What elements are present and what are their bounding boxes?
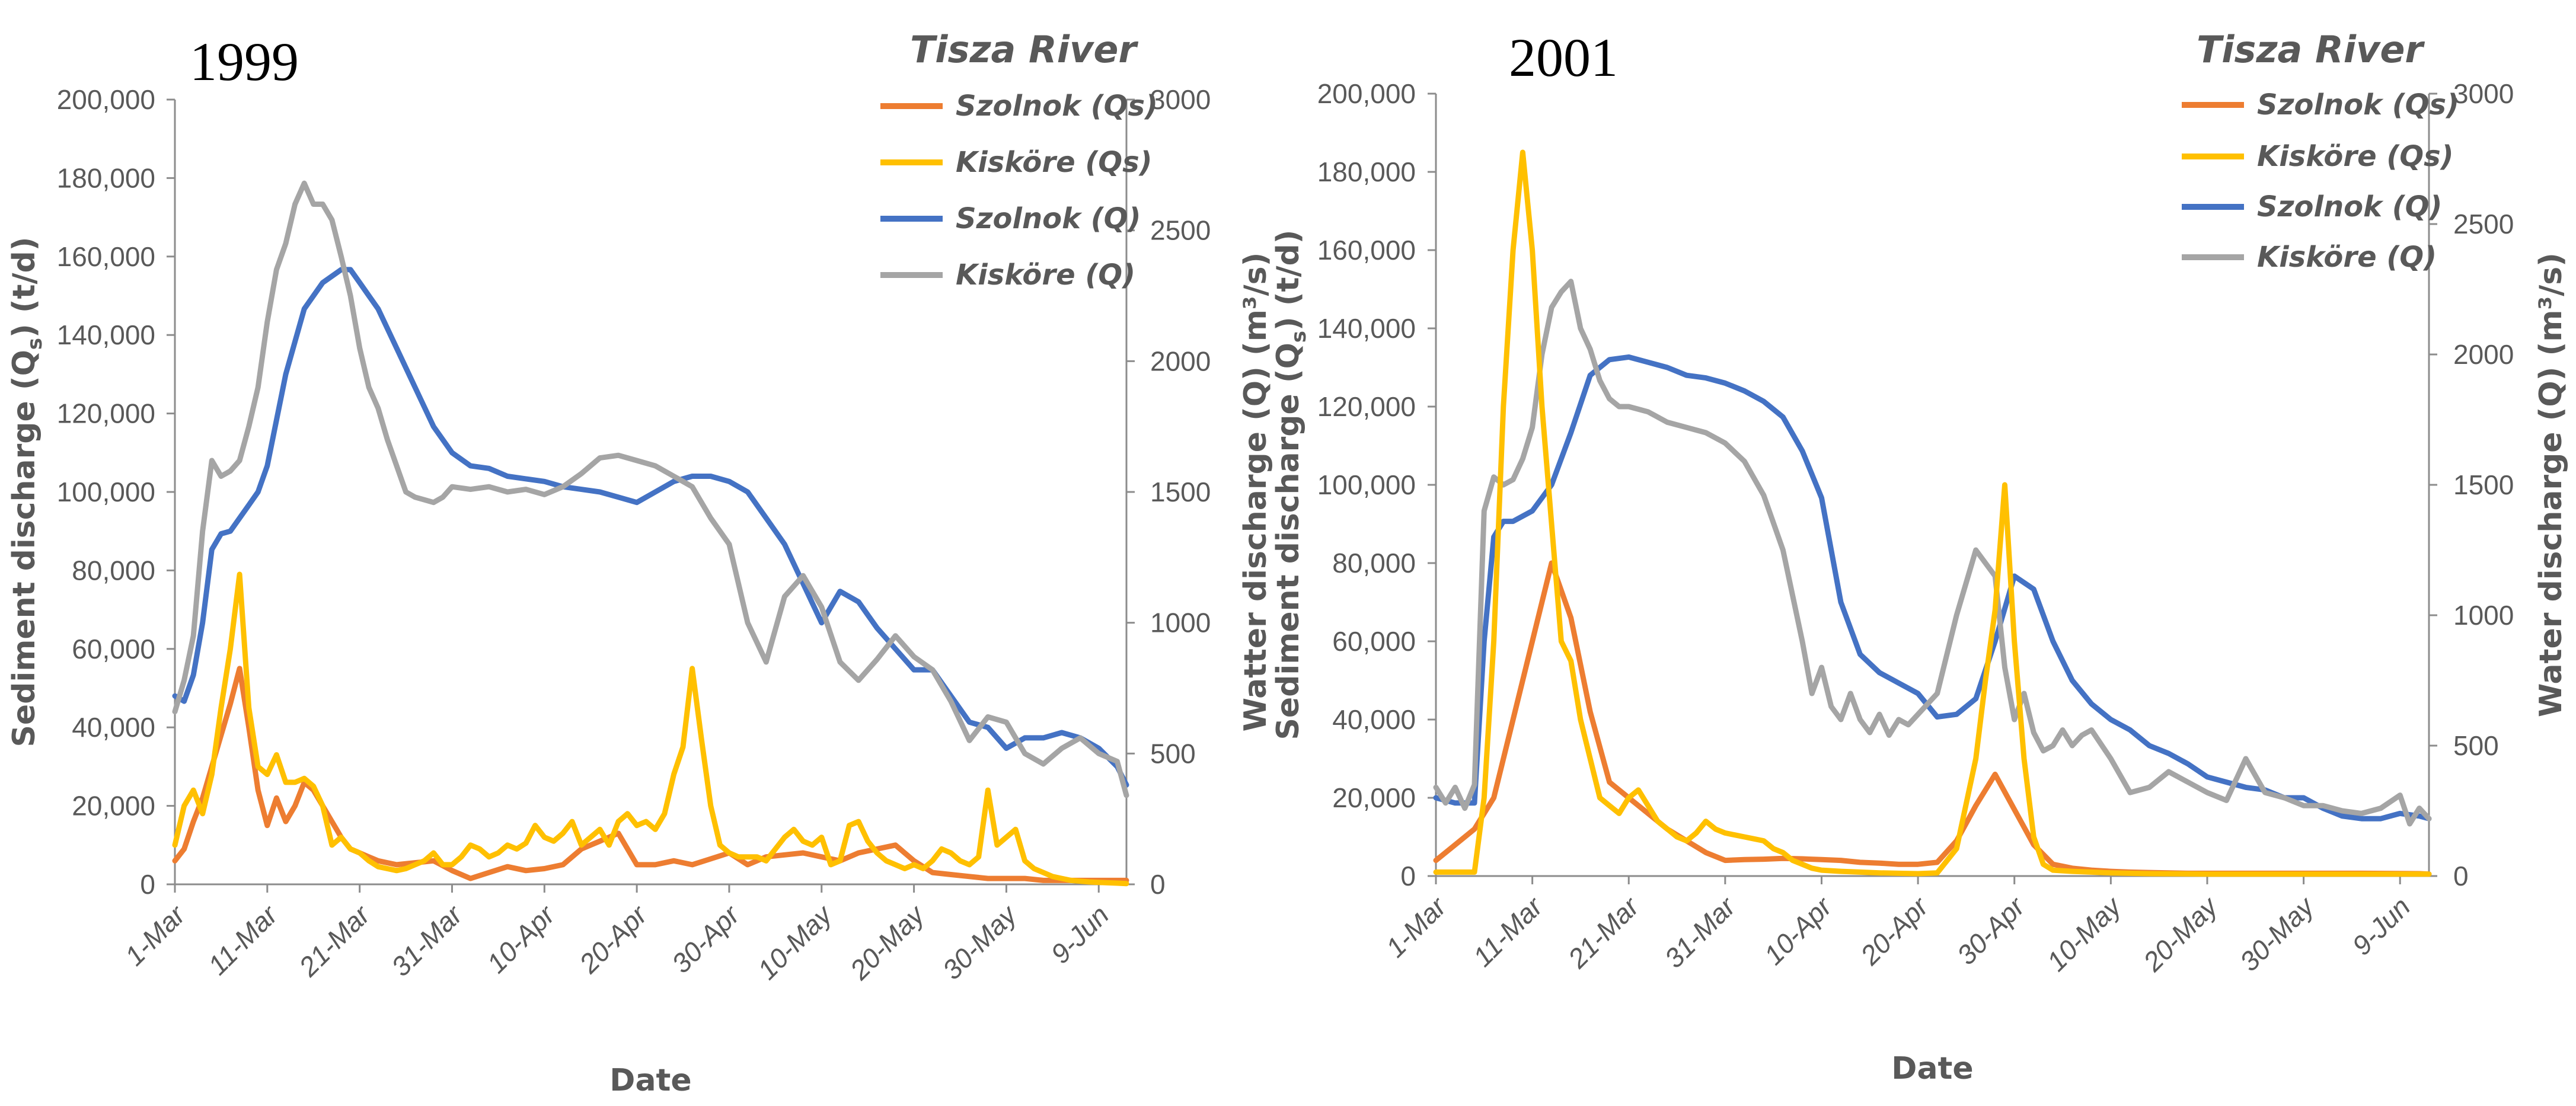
left-tick-label: 80,000 (1332, 548, 1416, 578)
river-label: Tisza River (2197, 28, 2425, 71)
right-tick-label: 2000 (1150, 346, 1211, 376)
series-line-kisk-re-qs (172, 571, 1129, 887)
legend-label: Szolnok (Q) (2257, 190, 2442, 223)
left-tick-label: 20,000 (72, 791, 155, 821)
chart-title: 2001 (1509, 27, 1618, 88)
series-line-kisk-re-qs (1433, 149, 2432, 877)
left-tick-label: 140,000 (57, 319, 155, 350)
right-tick-label: 2500 (1150, 215, 1211, 246)
left-tick-label: 100,000 (1317, 469, 1416, 500)
right-tick-label: 1000 (1150, 608, 1211, 638)
left-axis-title: Sediment discharge (Qs) (t/d) (1271, 229, 1311, 740)
right-tick-label: 500 (1150, 738, 1196, 769)
right-tick-label: 1500 (1150, 477, 1211, 507)
right-tick-label: 3000 (1150, 84, 1211, 115)
left-tick-label: 80,000 (72, 555, 155, 586)
left-tick-label: 160,000 (1317, 235, 1416, 266)
right-tick-label: 3000 (2453, 78, 2514, 109)
left-tick-label: 0 (140, 869, 155, 900)
left-tick-label: 100,000 (57, 477, 155, 507)
river-label: Tisza River (910, 28, 1138, 71)
left-tick-label: 200,000 (1317, 78, 1416, 109)
right-tick-label: 1500 (2453, 469, 2514, 500)
left-tick-label: 0 (1400, 861, 1416, 891)
legend-label: Szolnok (Qs) (956, 89, 1158, 123)
right-tick-label: 500 (2453, 730, 2499, 761)
right-tick-label: 2500 (2453, 209, 2514, 239)
legend-label: Kisköre (Qs) (2257, 140, 2454, 173)
left-tick-label: 40,000 (1332, 704, 1416, 735)
x-axis-title: Date (609, 1063, 691, 1098)
left-tick-label: 40,000 (72, 712, 155, 743)
right-tick-label: 2000 (2453, 339, 2514, 370)
left-tick-label: 180,000 (57, 162, 155, 193)
left-axis-title: Sediment discharge (Qs) (t/d) (7, 236, 47, 747)
left-tick-label: 60,000 (72, 634, 155, 664)
left-tick-label: 60,000 (1332, 626, 1416, 657)
left-tick-label: 160,000 (57, 241, 155, 272)
left-tick-label: 120,000 (57, 398, 155, 429)
series-line-kisk-re-q (1433, 279, 2432, 827)
right-axis-title: Watter discharge (Q) (m³/s) (1238, 252, 1273, 732)
legend-label: Kisköre (Qs) (956, 146, 1153, 179)
legend-label: Kisköre (Q) (956, 258, 1135, 292)
left-tick-label: 140,000 (1317, 313, 1416, 344)
right-axis-title: Water discharge (Q) (m³/s) (2533, 252, 2569, 717)
right-tick-label: 0 (2453, 861, 2469, 891)
left-tick-label: 120,000 (1317, 391, 1416, 422)
left-tick-label: 20,000 (1332, 782, 1416, 813)
left-tick-label: 180,000 (1317, 156, 1416, 187)
legend-label: Kisköre (Q) (2257, 241, 2437, 274)
x-axis-title: Date (1891, 1051, 1973, 1086)
series-line-kisk-re-q (172, 180, 1129, 798)
chart-title: 1999 (190, 31, 299, 92)
right-tick-label: 0 (1150, 869, 1166, 900)
legend-label: Szolnok (Q) (956, 202, 1141, 235)
legend-label: Szolnok (Qs) (2257, 88, 2459, 122)
left-tick-label: 200,000 (57, 84, 155, 115)
series-line-szolnok-q (172, 267, 1129, 788)
right-tick-label: 1000 (2453, 600, 2514, 631)
series-line-szolnok-qs (172, 666, 1129, 883)
